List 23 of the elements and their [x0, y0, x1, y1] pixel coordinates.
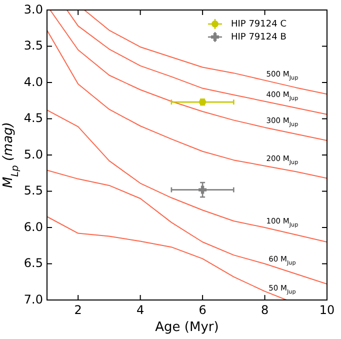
line-series — [47, 216, 288, 300]
y-tick-label: 3.0 — [24, 2, 43, 16]
line-series — [66, 10, 327, 115]
legend-label: HIP 79124 B — [231, 32, 286, 42]
y-tick-label: 6.5 — [24, 256, 43, 270]
x-tick-label: 2 — [74, 303, 82, 317]
line-series — [47, 170, 327, 285]
line-series — [50, 10, 327, 141]
y-tick-label: 6.0 — [24, 220, 43, 234]
x-tick-label: 4 — [136, 303, 144, 317]
x-tick-label: 10 — [319, 303, 335, 317]
line-series — [47, 110, 327, 242]
legend-label: HIP 79124 C — [231, 19, 286, 30]
y-tick-label: 3.5 — [24, 38, 43, 53]
x-tick-label: 6 — [198, 303, 206, 317]
y-tick-label: 5.5 — [24, 184, 43, 198]
x-axis-title: Age (Myr) — [155, 320, 219, 335]
x-tick-label: 8 — [260, 303, 269, 317]
y-tick-label: 4.0 — [24, 74, 43, 89]
y-tick-label: 7.0 — [24, 292, 43, 306]
y-tick-label: 5.0 — [24, 147, 43, 162]
line-series — [47, 30, 327, 179]
y-tick-label: 4.5 — [24, 111, 43, 126]
